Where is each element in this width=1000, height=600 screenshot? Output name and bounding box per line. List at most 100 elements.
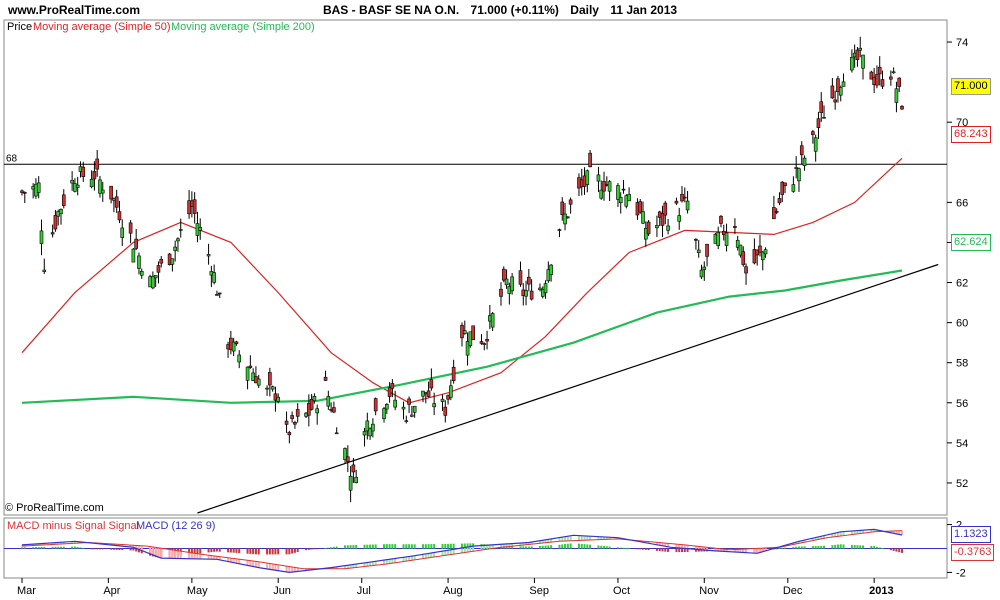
macd-histogram-bar: [850, 544, 853, 549]
macd-histogram-bar: [413, 544, 416, 549]
macd-histogram-bar: [422, 544, 425, 549]
candle-up: [891, 71, 896, 74]
macd-histogram-bar: [371, 544, 374, 549]
copyright: © ProRealTime.com: [5, 502, 104, 514]
macd-histogram-bar: [76, 546, 79, 549]
candle-up: [696, 249, 701, 253]
macd-histogram-bar: [589, 544, 592, 549]
candle-up: [100, 189, 105, 194]
candle-up: [627, 194, 631, 202]
macd-value-tag: 1.1323: [951, 526, 991, 543]
candle-up: [276, 396, 281, 402]
macd-histogram-bar: [544, 545, 547, 549]
ma200-value-tag: 62.624: [951, 234, 991, 251]
macd-histogram-bar: [307, 548, 310, 550]
macd-histogram-bar: [90, 548, 93, 550]
macd-histogram-bar: [266, 548, 269, 555]
macd-histogram-bar: [836, 544, 839, 549]
candle-up: [596, 174, 601, 182]
candle-down: [499, 288, 503, 297]
macd-histogram-bar: [268, 548, 271, 555]
candle-up: [404, 420, 409, 422]
candle-down: [557, 229, 562, 231]
candle-up: [716, 232, 721, 246]
candle-down: [390, 383, 395, 389]
candle-down: [284, 420, 289, 425]
candle-up: [326, 396, 331, 407]
candle-down: [20, 190, 24, 193]
macd-histogram-bar: [541, 545, 544, 549]
macd-histogram-bar: [59, 546, 62, 549]
macd-histogram-bar: [82, 547, 85, 549]
macd-histogram-bar: [288, 548, 291, 555]
candle-up: [432, 403, 436, 408]
macd-histogram-bar: [831, 545, 834, 549]
macd-histogram-bar: [369, 544, 372, 549]
candle-up: [98, 179, 102, 194]
macd-histogram-bar: [873, 546, 876, 549]
macd-histogram-bar: [881, 548, 884, 549]
candle-up: [794, 167, 798, 169]
macd-histogram-bar: [402, 544, 405, 549]
candle-down: [426, 390, 431, 397]
candle-up: [212, 272, 216, 283]
candle-down: [81, 166, 86, 177]
symbol-label: BAS - BASF SE NA O.N.: [322, 3, 460, 17]
macd-histogram-bar: [229, 548, 232, 553]
macd-histogram-bar: [681, 548, 683, 553]
macd-line: [21, 528, 903, 574]
macd-histogram-bar: [901, 548, 903, 553]
macd-histogram-bar: [898, 548, 901, 553]
macd-histogram-bar: [249, 548, 252, 554]
candle-up: [797, 168, 801, 182]
macd-histogram-bar: [355, 544, 358, 549]
quote-label: 71.000 (+0.11%): [470, 3, 559, 17]
ma200-line: [21, 269, 903, 404]
candle-up: [362, 431, 367, 436]
candle-up: [618, 197, 623, 204]
macd-histogram-bar: [32, 547, 35, 549]
macd-histogram-bar: [54, 546, 57, 549]
candle-up: [791, 184, 796, 192]
candle-up: [585, 170, 590, 185]
candle-down: [660, 213, 665, 226]
macd-histogram-bar: [686, 548, 689, 552]
macd-histogram-bar: [363, 544, 366, 549]
candle-up: [256, 378, 261, 386]
macd-histogram-bar: [327, 547, 330, 549]
macd-histogram-bar: [444, 543, 447, 549]
candle-down: [529, 290, 534, 300]
candle-down: [117, 211, 122, 221]
candle-down: [758, 245, 762, 253]
candle-down: [811, 131, 815, 135]
candle-down: [774, 210, 779, 213]
candle-up: [139, 270, 144, 276]
macd-histogram-bar: [603, 545, 606, 549]
macd-histogram-bar: [40, 547, 43, 549]
candle-up: [850, 57, 854, 71]
candle-up: [365, 420, 370, 432]
macd-histogram-bar: [469, 543, 472, 549]
macd-histogram-bar: [683, 548, 686, 553]
candle-up: [894, 88, 899, 103]
macd-histogram-bar: [530, 546, 533, 549]
macd-histogram-bar: [661, 548, 664, 552]
macd-signal-line: [21, 530, 903, 570]
candle-up: [237, 354, 242, 363]
candle-up: [348, 475, 353, 491]
macd-histogram-bar: [271, 548, 274, 555]
macd-histogram-bar: [667, 548, 670, 552]
candle-up: [841, 81, 846, 87]
macd-histogram-bar: [405, 544, 408, 549]
candle-up: [543, 283, 548, 294]
macd-histogram-bar: [870, 545, 873, 549]
macd-histogram-bar: [803, 546, 806, 549]
candle-up: [641, 211, 645, 224]
macd-histogram-bar: [193, 548, 196, 555]
site-name[interactable]: www.ProRealTime.com: [8, 3, 141, 17]
macd-histogram-bar: [296, 548, 299, 553]
axis-layer: 525456586062646670742-2MarAprMayJunJulAu…: [17, 37, 968, 597]
candle-down: [833, 99, 837, 103]
candle-up: [462, 330, 467, 334]
